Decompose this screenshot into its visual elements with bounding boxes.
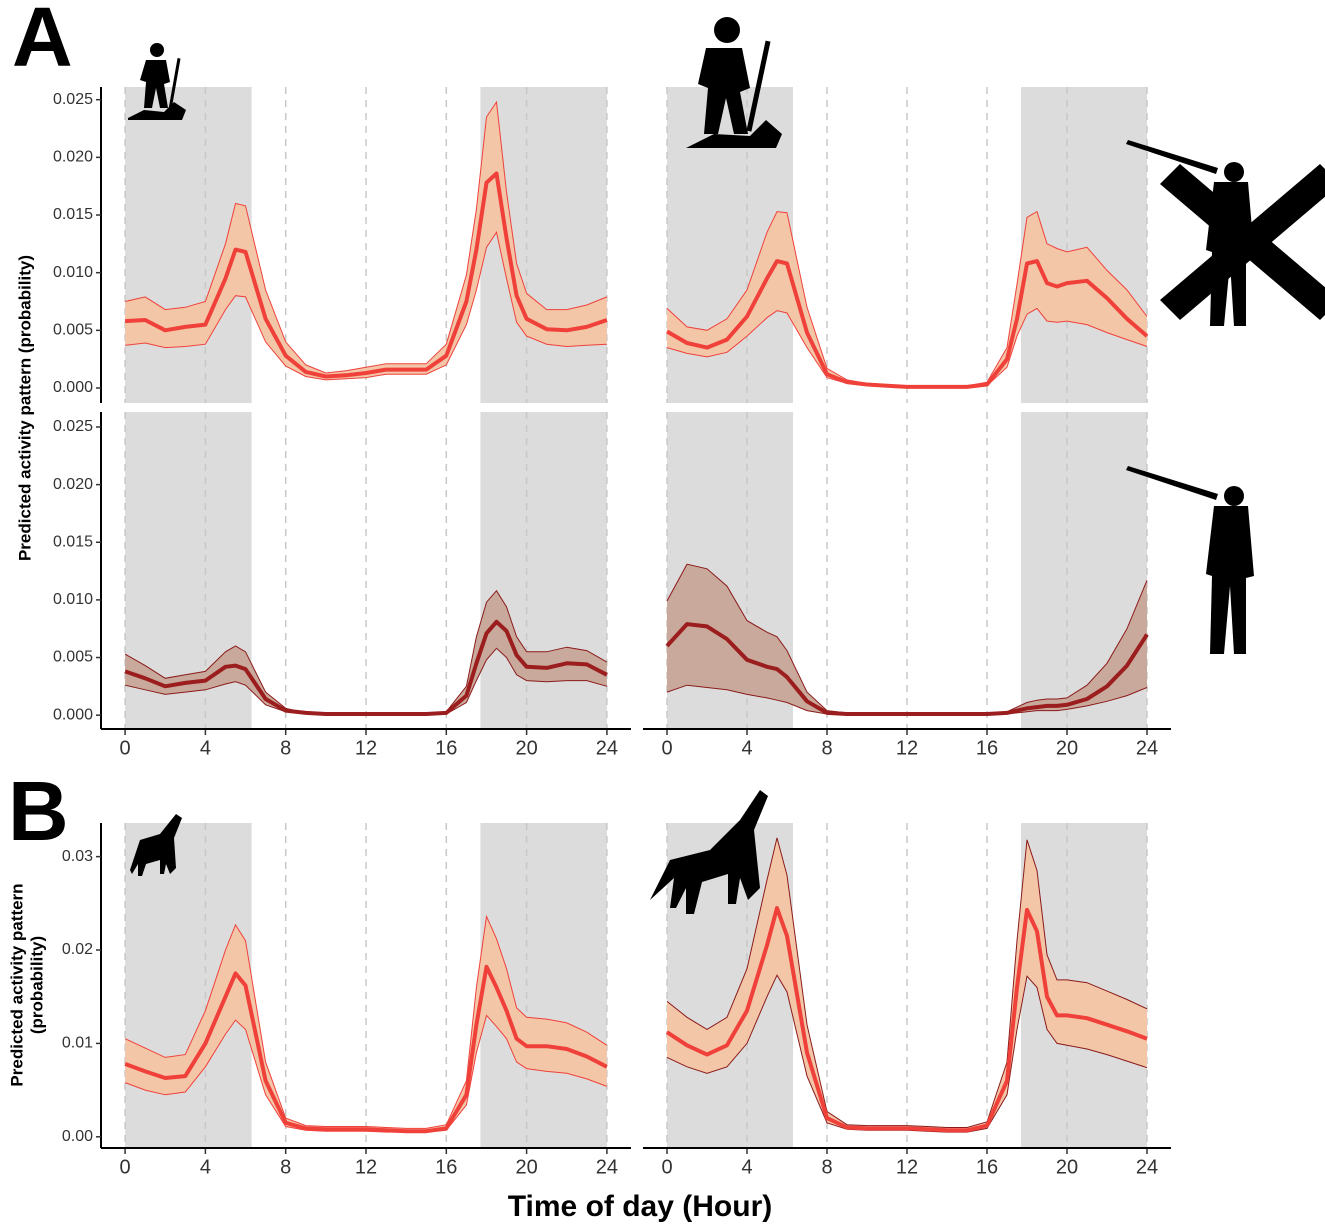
x-tick-label: 16 bbox=[976, 1156, 998, 1178]
panel-label: B bbox=[8, 764, 69, 858]
x-tick-label: 20 bbox=[515, 1156, 537, 1178]
y-axis-label: Predicted activity pattern bbox=[7, 883, 26, 1086]
x-tick-label: 16 bbox=[976, 737, 998, 759]
y-tick-label: 0.02 bbox=[62, 941, 93, 958]
x-tick-label: 16 bbox=[435, 1156, 457, 1178]
y-axis-label: Predicted activity pattern (probability) bbox=[15, 255, 34, 561]
y-tick-label: 0.010 bbox=[53, 591, 93, 608]
y-tick-label: 0.020 bbox=[53, 149, 93, 166]
panel-label: A bbox=[12, 0, 73, 84]
y-tick-label: 0.015 bbox=[53, 206, 93, 223]
x-tick-label: 0 bbox=[661, 737, 672, 759]
y-tick-label: 0.010 bbox=[53, 264, 93, 281]
y-tick-label: 0.000 bbox=[53, 706, 93, 723]
x-tick-label: 4 bbox=[741, 737, 752, 759]
figure: 0.0000.0050.0100.0150.0200.0250481216202… bbox=[0, 0, 1325, 1227]
y-tick-label: 0.015 bbox=[53, 533, 93, 550]
y-tick-label: 0.020 bbox=[53, 476, 93, 493]
x-tick-label: 4 bbox=[200, 1156, 211, 1178]
x-tick-label: 24 bbox=[1136, 1156, 1158, 1178]
y-tick-label: 0.00 bbox=[62, 1128, 93, 1145]
x-tick-label: 12 bbox=[896, 1156, 918, 1178]
x-tick-label: 0 bbox=[120, 737, 131, 759]
x-tick-label: 4 bbox=[200, 737, 211, 759]
y-axis-label: (probability) bbox=[27, 936, 46, 1034]
y-tick-label: 0.025 bbox=[53, 91, 93, 108]
x-tick-label: 12 bbox=[355, 1156, 377, 1178]
page: {"x_label":"Time of day (Hour)", "panels… bbox=[0, 0, 1325, 1227]
x-tick-label: 4 bbox=[741, 1156, 752, 1178]
x-tick-label: 8 bbox=[280, 1156, 291, 1178]
x-tick-label: 20 bbox=[1056, 737, 1078, 759]
x-tick-label: 16 bbox=[435, 737, 457, 759]
x-tick-label: 8 bbox=[821, 1156, 832, 1178]
x-tick-label: 0 bbox=[661, 1156, 672, 1178]
x-tick-label: 8 bbox=[821, 737, 832, 759]
x-tick-label: 24 bbox=[596, 737, 618, 759]
hunter-icon bbox=[1126, 140, 1325, 326]
x-tick-label: 24 bbox=[1136, 737, 1158, 759]
x-tick-label: 24 bbox=[596, 1156, 618, 1178]
x-axis-label: Time of day (Hour) bbox=[508, 1190, 772, 1223]
y-tick-label: 0.01 bbox=[62, 1035, 93, 1052]
x-tick-label: 12 bbox=[896, 737, 918, 759]
x-tick-label: 20 bbox=[515, 737, 537, 759]
x-tick-label: 8 bbox=[280, 737, 291, 759]
x-tick-label: 0 bbox=[120, 1156, 131, 1178]
x-tick-label: 20 bbox=[1056, 1156, 1078, 1178]
y-tick-label: 0.000 bbox=[53, 379, 93, 396]
y-tick-label: 0.005 bbox=[53, 649, 93, 666]
x-tick-label: 12 bbox=[355, 737, 377, 759]
y-tick-label: 0.025 bbox=[53, 418, 93, 435]
y-tick-label: 0.005 bbox=[53, 322, 93, 339]
